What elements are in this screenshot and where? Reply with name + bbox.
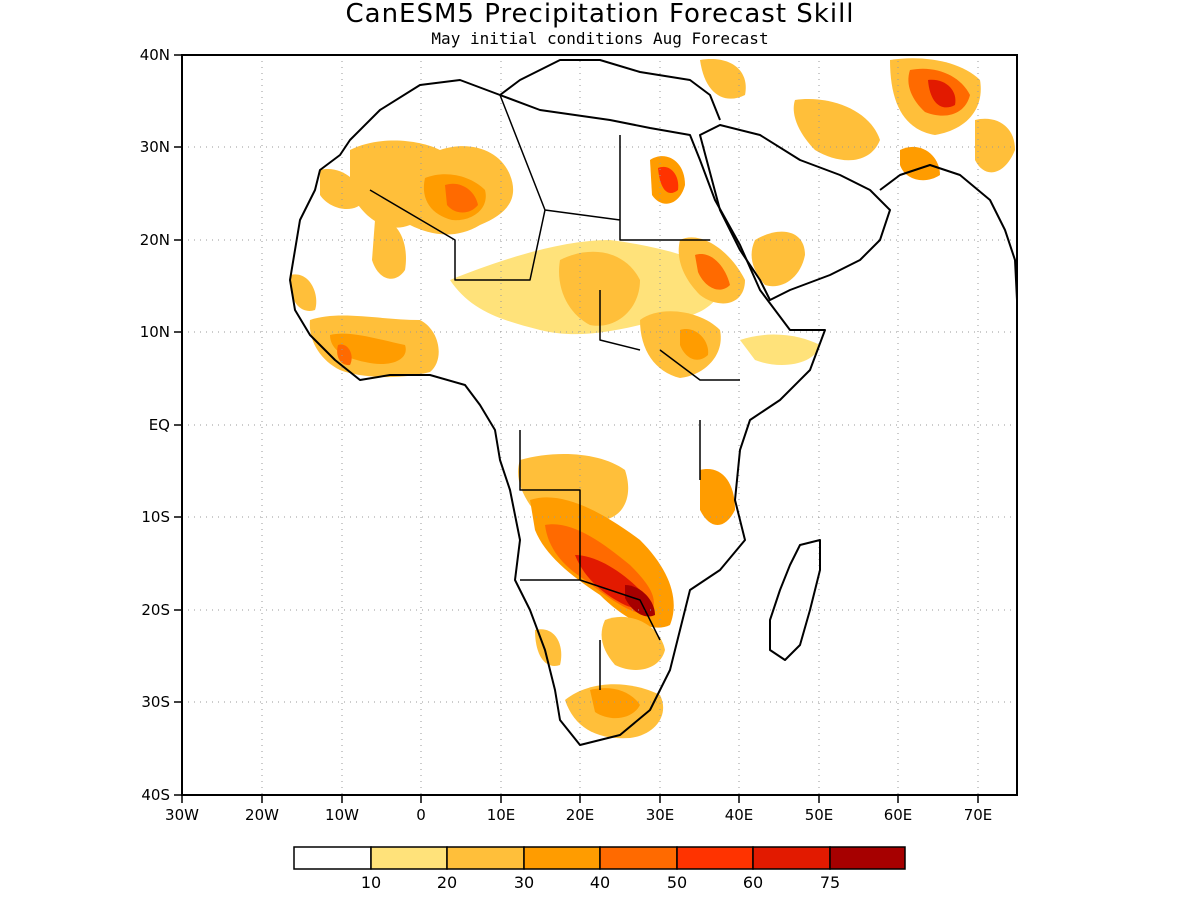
lat-tick-label: 10N xyxy=(140,323,170,341)
colorbar-swatch xyxy=(446,846,525,870)
lon-tick-label: 30E xyxy=(646,806,675,824)
lat-tick-label: EQ xyxy=(149,416,170,434)
map-subtitle: May initial conditions Aug Forecast xyxy=(431,29,768,48)
lat-tick-label: 30S xyxy=(141,693,170,711)
lat-tick-label: 40N xyxy=(140,46,170,64)
border-lines xyxy=(369,94,740,690)
arabia-coastline xyxy=(699,124,891,301)
europe-coastline xyxy=(499,59,721,121)
lat-tick-labels: 40N 30N 20N 10N EQ 10S 20S 30S 40S xyxy=(140,46,170,804)
colorbar-label: 75 xyxy=(820,873,840,892)
lon-tick-label: 0 xyxy=(416,806,426,824)
colorbar-label: 10 xyxy=(361,873,381,892)
colorbar-swatch xyxy=(752,846,831,870)
skill-region-arabia xyxy=(751,231,805,287)
colorbar-swatch xyxy=(523,846,601,870)
colorbar: 10 20 30 40 50 60 75 xyxy=(293,846,906,892)
skill-region-mali xyxy=(372,219,406,279)
africa-coastline xyxy=(289,79,826,746)
map-title: CanESM5 Precipitation Forecast Skill xyxy=(345,0,854,29)
skill-region-horn xyxy=(740,334,820,365)
skill-region-mauritania xyxy=(320,169,365,210)
colorbar-swatch xyxy=(370,846,448,870)
skill-region-iran xyxy=(793,99,880,161)
skill-region-afghanistan-peak xyxy=(928,79,956,108)
colorbar-swatch xyxy=(829,846,906,870)
colorbar-swatch xyxy=(599,846,678,870)
skill-region-india xyxy=(975,118,1015,173)
lat-tick-label: 30N xyxy=(140,138,170,156)
lon-tick-label: 20W xyxy=(245,806,279,824)
skill-region-egypt-core xyxy=(658,166,679,194)
asia-coastline xyxy=(879,164,1018,301)
colorbar-swatch xyxy=(676,846,754,870)
colorbar-label: 50 xyxy=(667,873,687,892)
skill-region-mozambique xyxy=(700,469,735,525)
colorbar-label: 60 xyxy=(743,873,763,892)
skill-region-chad xyxy=(559,251,640,326)
skill-region-botswana xyxy=(601,616,665,670)
lon-tick-label: 50E xyxy=(805,806,834,824)
skill-region-westcoast xyxy=(289,274,317,311)
coastlines xyxy=(289,59,1018,746)
skill-region-turkey xyxy=(700,59,746,99)
lat-tick-label: 10S xyxy=(141,508,170,526)
lat-tick-label: 40S xyxy=(141,786,170,804)
lon-tick-labels: 30W 20W 10W 0 10E 20E 30E 40E 50E 60E 70… xyxy=(165,806,992,824)
lon-tick-label: 20E xyxy=(566,806,595,824)
axis-ticks xyxy=(174,54,979,803)
lon-tick-label: 70E xyxy=(964,806,993,824)
lat-tick-label: 20N xyxy=(140,231,170,249)
colorbar-label: 40 xyxy=(590,873,610,892)
skill-region-southafrica-core xyxy=(590,688,640,719)
lon-tick-label: 40E xyxy=(725,806,754,824)
lon-tick-label: 10W xyxy=(325,806,359,824)
skill-region-guinea-peak xyxy=(337,344,352,366)
lon-tick-label: 30W xyxy=(165,806,199,824)
lat-tick-label: 20S xyxy=(141,601,170,619)
lon-tick-label: 60E xyxy=(884,806,913,824)
lon-tick-label: 10E xyxy=(487,806,516,824)
skill-region-southsudan-core xyxy=(680,329,709,360)
colorbar-swatch xyxy=(293,846,372,870)
colorbar-label: 30 xyxy=(514,873,534,892)
madagascar-coastline xyxy=(769,539,821,661)
skill-region-ethiopia-core xyxy=(695,254,730,290)
colorbar-label: 20 xyxy=(437,873,457,892)
skill-region-sahara-peak xyxy=(445,183,478,213)
